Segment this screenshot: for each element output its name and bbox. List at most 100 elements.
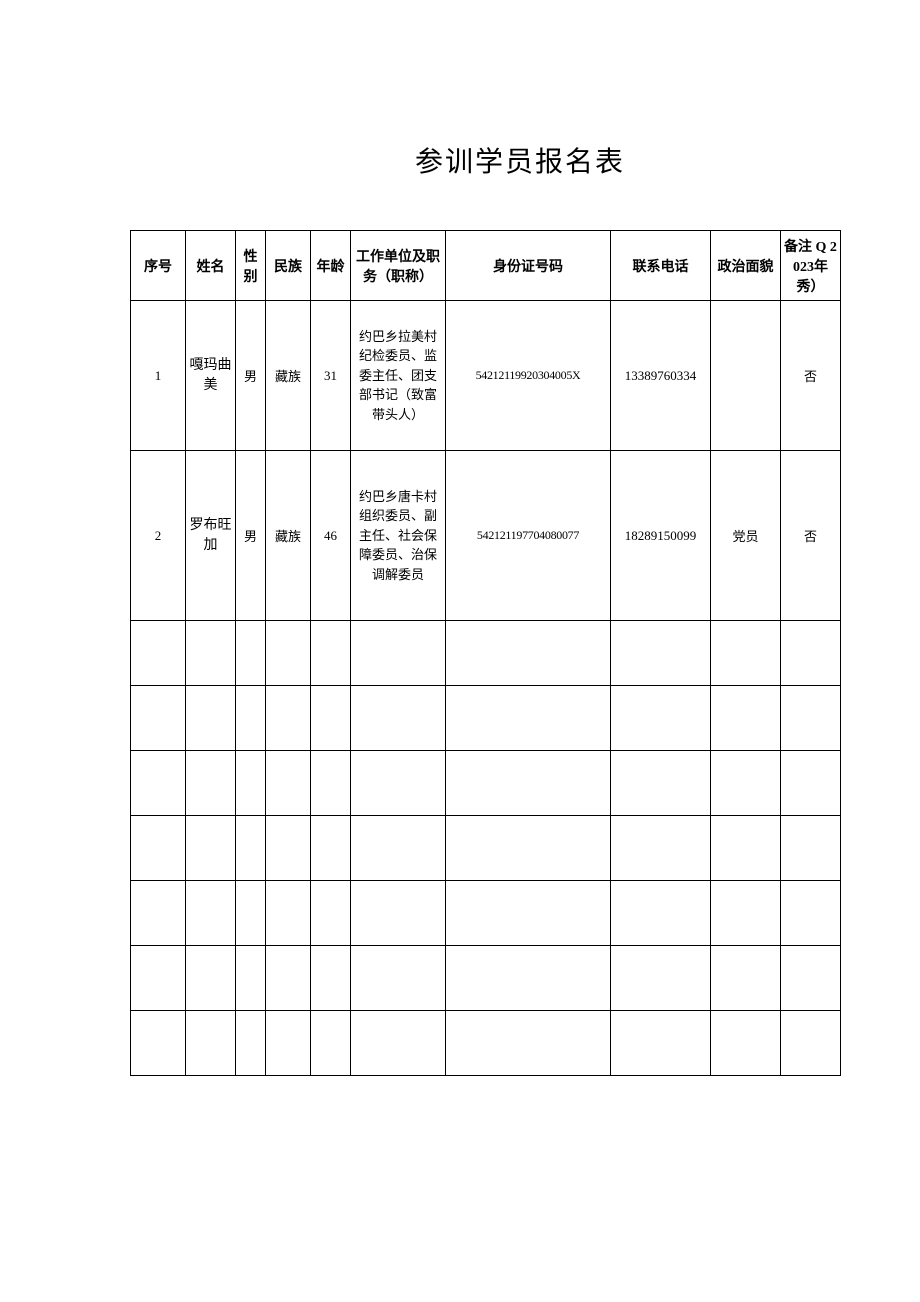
- empty-cell: [266, 1011, 311, 1076]
- empty-cell: [236, 881, 266, 946]
- empty-cell: [266, 621, 311, 686]
- empty-cell: [351, 946, 446, 1011]
- empty-cell: [611, 621, 711, 686]
- empty-cell: [446, 816, 611, 881]
- empty-cell: [186, 751, 236, 816]
- empty-cell: [446, 1011, 611, 1076]
- cell-remark: 否: [781, 451, 841, 621]
- cell-id: 542121197704080077: [446, 451, 611, 621]
- empty-cell: [311, 686, 351, 751]
- empty-cell: [311, 621, 351, 686]
- header-position: 工作单位及职务（职称）: [351, 231, 446, 301]
- empty-cell: [131, 881, 186, 946]
- cell-position: 约巴乡拉美村纪检委员、监委主任、团支部书记（致富带头人）: [351, 301, 446, 451]
- header-remark: 备注 Q 2023年秀）: [781, 231, 841, 301]
- cell-phone: 13389760334: [611, 301, 711, 451]
- empty-cell: [236, 621, 266, 686]
- empty-cell: [611, 946, 711, 1011]
- empty-cell: [446, 881, 611, 946]
- empty-cell: [446, 686, 611, 751]
- empty-cell: [311, 881, 351, 946]
- cell-name: 罗布旺加: [186, 451, 236, 621]
- empty-cell: [446, 751, 611, 816]
- table-header-row: 序号 姓名 性别 民族 年龄 工作单位及职务（职称） 身份证号码 联系电话 政治…: [131, 231, 841, 301]
- cell-political: 党员: [711, 451, 781, 621]
- table-row: [131, 881, 841, 946]
- empty-cell: [236, 751, 266, 816]
- empty-cell: [711, 946, 781, 1011]
- empty-cell: [131, 751, 186, 816]
- header-seq: 序号: [131, 231, 186, 301]
- empty-cell: [781, 751, 841, 816]
- table-row: [131, 621, 841, 686]
- empty-cell: [351, 881, 446, 946]
- empty-cell: [781, 881, 841, 946]
- empty-cell: [711, 816, 781, 881]
- empty-cell: [781, 946, 841, 1011]
- empty-cell: [711, 1011, 781, 1076]
- empty-cell: [311, 1011, 351, 1076]
- empty-cell: [186, 621, 236, 686]
- empty-cell: [236, 686, 266, 751]
- table-row: [131, 751, 841, 816]
- empty-cell: [186, 686, 236, 751]
- empty-cell: [131, 1011, 186, 1076]
- empty-cell: [236, 946, 266, 1011]
- empty-cell: [711, 621, 781, 686]
- empty-cell: [266, 816, 311, 881]
- header-political: 政治面貌: [711, 231, 781, 301]
- empty-cell: [131, 816, 186, 881]
- empty-cell: [611, 881, 711, 946]
- empty-cell: [266, 946, 311, 1011]
- table-row: [131, 1011, 841, 1076]
- page-title: 参训学员报名表: [130, 140, 910, 180]
- cell-name: 嘎玛曲美: [186, 301, 236, 451]
- table-row: [131, 686, 841, 751]
- empty-cell: [186, 946, 236, 1011]
- header-name: 姓名: [186, 231, 236, 301]
- cell-gender: 男: [236, 451, 266, 621]
- cell-id: 54212119920304005X: [446, 301, 611, 451]
- empty-cell: [781, 621, 841, 686]
- cell-ethnic: 藏族: [266, 451, 311, 621]
- cell-seq: 2: [131, 451, 186, 621]
- header-id: 身份证号码: [446, 231, 611, 301]
- empty-cell: [351, 1011, 446, 1076]
- cell-position: 约巴乡唐卡村组织委员、副主任、社会保障委员、治保调解委员: [351, 451, 446, 621]
- cell-phone: 18289150099: [611, 451, 711, 621]
- cell-seq: 1: [131, 301, 186, 451]
- empty-cell: [186, 816, 236, 881]
- header-phone: 联系电话: [611, 231, 711, 301]
- empty-cell: [446, 946, 611, 1011]
- empty-cell: [611, 1011, 711, 1076]
- empty-cell: [351, 686, 446, 751]
- cell-ethnic: 藏族: [266, 301, 311, 451]
- empty-cell: [781, 816, 841, 881]
- empty-cell: [131, 686, 186, 751]
- cell-remark: 否: [781, 301, 841, 451]
- empty-cell: [781, 1011, 841, 1076]
- empty-cell: [266, 751, 311, 816]
- cell-gender: 男: [236, 301, 266, 451]
- registration-table: 序号 姓名 性别 民族 年龄 工作单位及职务（职称） 身份证号码 联系电话 政治…: [130, 230, 841, 1076]
- empty-cell: [351, 816, 446, 881]
- empty-cell: [311, 946, 351, 1011]
- empty-cell: [446, 621, 611, 686]
- header-gender: 性别: [236, 231, 266, 301]
- empty-cell: [711, 686, 781, 751]
- empty-cell: [236, 1011, 266, 1076]
- empty-cell: [711, 881, 781, 946]
- header-ethnic: 民族: [266, 231, 311, 301]
- empty-cell: [186, 881, 236, 946]
- table-row: [131, 946, 841, 1011]
- table-row: [131, 816, 841, 881]
- empty-cell: [266, 686, 311, 751]
- empty-cell: [311, 816, 351, 881]
- empty-cell: [236, 816, 266, 881]
- empty-cell: [711, 751, 781, 816]
- empty-cell: [266, 881, 311, 946]
- empty-cell: [611, 686, 711, 751]
- empty-cell: [186, 1011, 236, 1076]
- cell-age: 31: [311, 301, 351, 451]
- empty-cell: [311, 751, 351, 816]
